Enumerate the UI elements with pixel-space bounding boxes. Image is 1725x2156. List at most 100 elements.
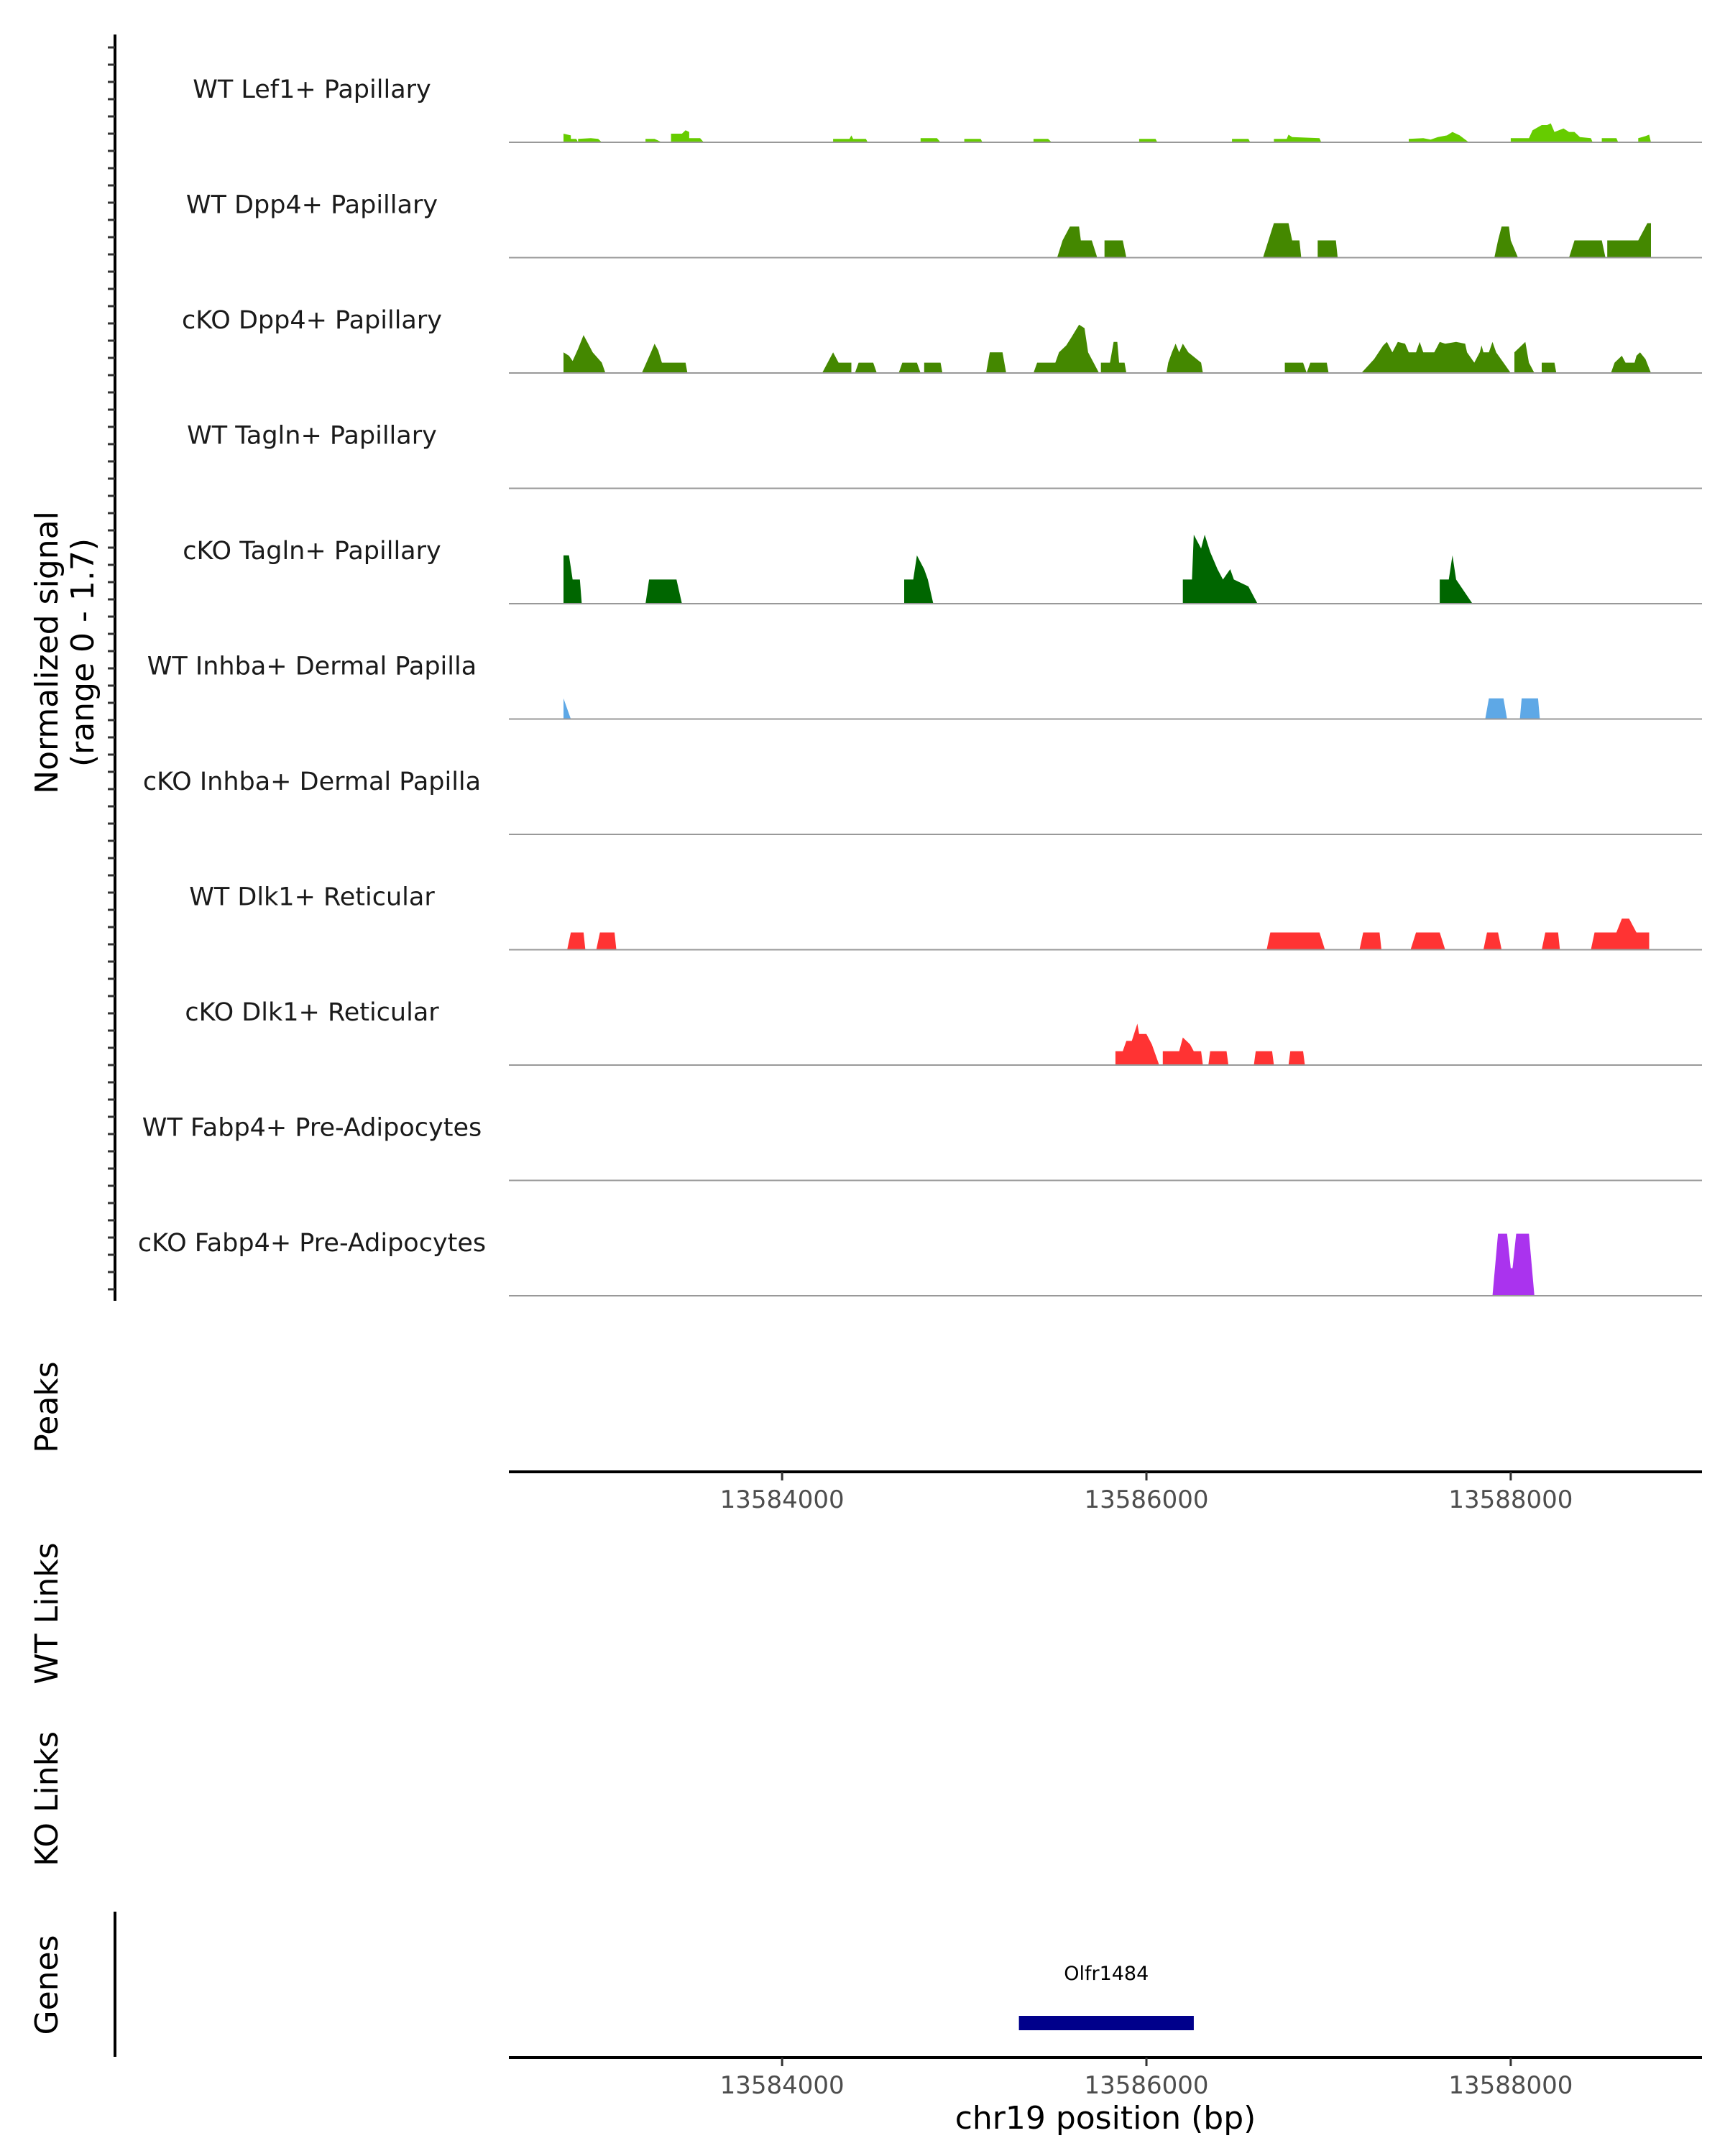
coverage-peak-wt-dpp4-papillary-2 (1263, 223, 1302, 258)
coverage-peak-wt-inhba-dermal-papilla-0 (564, 698, 571, 719)
track-cko-inhba-dermal-papilla: cKO Inhba+ Dermal Papilla (143, 768, 1702, 835)
coverage-peak-wt-dlk1-reticular-1 (596, 932, 617, 950)
coverage-peak-cko-dlk1-reticular-0 (1115, 1023, 1159, 1065)
x-tick-label-13588000: 13588000 (1448, 1485, 1573, 1514)
coverage-peak-cko-tagln-papillary-4 (1440, 555, 1473, 604)
x-tick-label-13586000: 13586000 (1084, 1485, 1208, 1514)
wt-links-panel-label: WT Links (29, 1542, 65, 1684)
coverage-peak-wt-lef1-papillary-4 (920, 138, 941, 142)
coverage-peak-wt-lef1-papillary-2 (671, 130, 704, 142)
x-tick-label-13586000: 13586000 (1084, 2071, 1208, 2100)
x-tick-label-13588000: 13588000 (1448, 2071, 1573, 2100)
coverage-peak-cko-dpp4-papillary-2 (822, 352, 852, 373)
coverage-ylabel-line2: (range 0 - 1.7) (65, 538, 101, 767)
coverage-peak-cko-dpp4-papillary-9 (1166, 344, 1203, 373)
track-label: WT Lef1+ Papillary (193, 75, 431, 104)
coverage-peak-cko-tagln-papillary-2 (904, 555, 934, 604)
x-axis-title: chr19 position (bp) (955, 2100, 1256, 2137)
track-wt-dpp4-papillary: WT Dpp4+ Papillary (186, 191, 1702, 259)
track-wt-dlk1-reticular: WT Dlk1+ Reticular (189, 883, 1702, 951)
coverage-peak-wt-lef1-papillary-8 (1232, 139, 1251, 142)
genes-x-ticks: 13584000 13586000 13588000 (720, 2058, 1573, 2100)
coverage-peak-wt-lef1-papillary-1 (645, 139, 662, 142)
track-wt-tagln-papillary: WT Tagln+ Papillary (187, 422, 1702, 489)
coverage-peak-wt-inhba-dermal-papilla-2 (1519, 698, 1540, 719)
coverage-peak-wt-dlk1-reticular-3 (1359, 932, 1381, 950)
track-label: WT Dlk1+ Reticular (189, 883, 435, 912)
coverage-peak-cko-dpp4-papillary-4 (898, 362, 921, 373)
gene-label-Olfr1484: Olfr1484 (1064, 1963, 1149, 1985)
coverage-peak-cko-dpp4-papillary-0 (564, 335, 606, 373)
coverage-peak-cko-fabp4-pre-adipocytes-0 (1492, 1233, 1535, 1296)
coverage-peak-cko-dpp4-papillary-7 (1033, 324, 1100, 373)
peaks-x-ticks: 13584000 13586000 13588000 (720, 1472, 1573, 1514)
track-cko-fabp4-pre-adipocytes: cKO Fabp4+ Pre-Adipocytes (138, 1229, 1702, 1296)
coverage-peak-wt-lef1-papillary-10 (1409, 132, 1469, 142)
x-tick-label-13584000: 13584000 (720, 2071, 845, 2100)
track-wt-lef1-papillary: WT Lef1+ Papillary (193, 75, 1702, 143)
coverage-peak-wt-dlk1-reticular-5 (1483, 932, 1502, 950)
coverage-tracks: WT Lef1+ Papillary WT Dpp4+ Papillary cKO … (138, 75, 1702, 1296)
coverage-peak-cko-dlk1-reticular-4 (1288, 1051, 1305, 1065)
coverage-peak-cko-dpp4-papillary-13 (1514, 341, 1535, 373)
coverage-peak-wt-dlk1-reticular-6 (1542, 932, 1560, 950)
track-label: WT Fabp4+ Pre-Adipocytes (142, 1114, 482, 1143)
track-cko-tagln-papillary: cKO Tagln+ Papillary (183, 535, 1702, 604)
genes-panel-label: Genes (29, 1935, 65, 2035)
track-label: cKO Dpp4+ Papillary (182, 306, 442, 335)
track-label: WT Tagln+ Papillary (187, 422, 437, 451)
coverage-peak-wt-lef1-papillary-13 (1638, 134, 1651, 142)
coverage-peak-wt-dpp4-papillary-1 (1104, 240, 1127, 258)
coverage-peak-wt-dlk1-reticular-2 (1266, 932, 1325, 950)
coverage-peak-wt-dpp4-papillary-6 (1607, 223, 1651, 258)
coverage-peak-cko-dpp4-papillary-14 (1542, 362, 1557, 373)
coverage-peak-cko-dlk1-reticular-1 (1162, 1037, 1203, 1065)
track-label: cKO Tagln+ Papillary (183, 537, 441, 566)
coverage-peak-cko-dpp4-papillary-1 (642, 344, 688, 373)
coverage-peak-cko-tagln-papillary-0 (564, 555, 582, 604)
coverage-peak-wt-lef1-papillary-12 (1601, 138, 1619, 142)
coverage-peak-cko-dlk1-reticular-2 (1208, 1051, 1229, 1065)
coverage-peak-wt-lef1-papillary-9 (1274, 134, 1322, 142)
coverage-peak-wt-lef1-papillary-6 (1033, 139, 1052, 142)
coverage-peak-wt-lef1-papillary-11 (1510, 123, 1593, 142)
coverage-peak-wt-inhba-dermal-papilla-1 (1485, 698, 1507, 719)
x-tick-label-13584000: 13584000 (720, 1485, 845, 1514)
coverage-ylabel-line1: Normalized signal (29, 511, 65, 794)
coverage-peak-cko-dlk1-reticular-3 (1254, 1051, 1274, 1065)
coverage-peak-wt-dpp4-papillary-4 (1494, 226, 1518, 258)
track-wt-inhba-dermal-papilla: WT Inhba+ Dermal Papilla (147, 653, 1702, 720)
track-cko-dlk1-reticular: cKO Dlk1+ Reticular (185, 998, 1702, 1066)
gene-strand-arrow-icon (1020, 2016, 1030, 2030)
coverage-peak-wt-dlk1-reticular-7 (1591, 918, 1650, 950)
coverage-peak-cko-dpp4-papillary-11 (1307, 362, 1329, 373)
coverage-peak-wt-lef1-papillary-0 (564, 134, 602, 142)
track-label: WT Inhba+ Dermal Papilla (147, 653, 477, 681)
coverage-peak-wt-dpp4-papillary-5 (1569, 240, 1606, 258)
ko-links-panel-label: KO Links (29, 1731, 65, 1866)
coverage-peak-wt-lef1-papillary-3 (833, 135, 868, 142)
gene-body-Olfr1484 (1018, 2016, 1194, 2030)
coverage-peak-wt-lef1-papillary-7 (1138, 139, 1158, 142)
coverage-peak-cko-dpp4-papillary-3 (855, 362, 877, 373)
peaks-panel-label: Peaks (29, 1361, 65, 1452)
genes-track: Olfr1484 (1018, 1963, 1194, 2030)
coverage-peak-cko-tagln-papillary-3 (1182, 535, 1258, 604)
coverage-y-ticks (108, 46, 115, 1291)
coverage-peak-cko-tagln-papillary-1 (645, 579, 682, 604)
track-label: WT Dpp4+ Papillary (186, 191, 438, 220)
track-wt-fabp4-pre-adipocytes: WT Fabp4+ Pre-Adipocytes (142, 1114, 1702, 1181)
coverage-peak-cko-dpp4-papillary-10 (1284, 362, 1307, 373)
coverage-peak-cko-dpp4-papillary-6 (986, 352, 1006, 373)
track-label: cKO Fabp4+ Pre-Adipocytes (138, 1229, 486, 1258)
coverage-peak-cko-dpp4-papillary-12 (1361, 341, 1511, 373)
coverage-peak-wt-dlk1-reticular-0 (567, 932, 586, 950)
coverage-peak-cko-dpp4-papillary-15 (1611, 352, 1651, 373)
coverage-peak-wt-dlk1-reticular-4 (1410, 932, 1445, 950)
coverage-peak-cko-dpp4-papillary-8 (1100, 341, 1127, 373)
track-label: cKO Inhba+ Dermal Papilla (143, 768, 481, 796)
coverage-peak-wt-dpp4-papillary-3 (1317, 240, 1338, 258)
coverage-peak-wt-dpp4-papillary-0 (1057, 226, 1098, 258)
track-cko-dpp4-papillary: cKO Dpp4+ Papillary (182, 306, 1702, 374)
